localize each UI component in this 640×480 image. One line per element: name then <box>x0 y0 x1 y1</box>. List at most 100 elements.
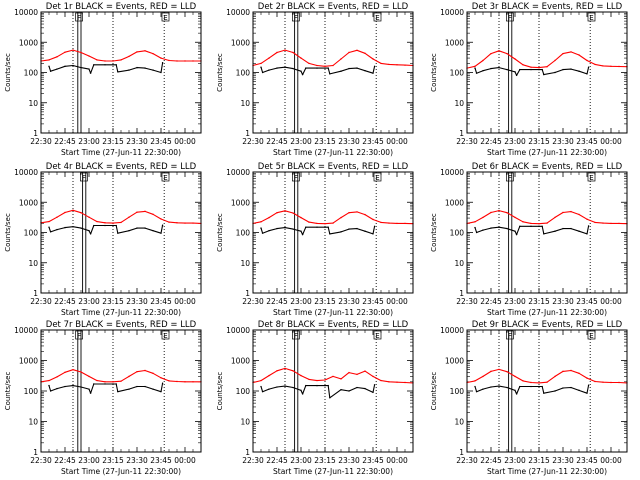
series-events-point <box>541 68 543 71</box>
y-axis-label: Counts/sec <box>430 213 438 252</box>
series-events-point <box>300 389 302 392</box>
series-events-point <box>276 386 278 388</box>
series-lld-point <box>152 52 154 55</box>
series-lld-point <box>348 371 350 374</box>
y-tick-label: 100 <box>24 387 39 396</box>
series-events-point <box>49 390 52 392</box>
x-tick-label: 00:00 <box>386 137 408 146</box>
x-tick-label: 22:30 <box>242 297 264 306</box>
flag-e-box <box>161 172 170 182</box>
series-lld-point <box>144 50 146 52</box>
flag-f-label: F <box>508 332 512 340</box>
series-lld-point <box>474 221 476 223</box>
y-tick-label: 10 <box>28 259 38 268</box>
y-tick-label: 100 <box>236 69 251 78</box>
series-events-point <box>530 225 532 228</box>
series-events-point <box>72 226 74 228</box>
series-lld-point <box>176 222 178 224</box>
y-tick-label: 1000 <box>19 38 38 47</box>
series-lld-point <box>372 218 374 221</box>
plot-frame <box>40 329 202 453</box>
series-events-point <box>578 70 580 72</box>
x-axis-label: Start Time (27-Jun-11 22:30:00) <box>61 308 181 317</box>
series-lld-point <box>482 216 484 219</box>
series-lld-point <box>578 372 580 375</box>
series-lld-point <box>396 381 398 383</box>
series-lld-point <box>514 375 516 378</box>
series-lld-point <box>538 223 540 225</box>
series-events-point <box>112 383 114 385</box>
series-events-point <box>88 229 90 232</box>
series-events-point <box>276 67 278 69</box>
series-events-point <box>372 72 374 74</box>
x-tick-label: 00:00 <box>600 297 622 306</box>
series-events-point <box>305 384 307 387</box>
series-lld-point <box>128 375 130 378</box>
y-tick-label: 1000 <box>445 357 464 366</box>
series-events-point <box>161 224 164 226</box>
x-tick-label: 22:45 <box>54 456 76 465</box>
series-lld-point <box>594 63 596 66</box>
series-events-point <box>56 68 58 70</box>
series-events-point <box>117 390 119 393</box>
y-tick-label: 1000 <box>231 38 250 47</box>
y-tick-label: 10 <box>240 99 250 108</box>
series-lld-point <box>562 211 564 214</box>
series-lld-point <box>144 210 146 213</box>
panel-title: Det 3r BLACK = Events, RED = LLD <box>472 2 623 12</box>
series-events-point <box>586 233 588 235</box>
series-events-point <box>373 225 376 228</box>
x-tick-label: 23:30 <box>552 456 574 465</box>
series-lld-point <box>316 222 318 225</box>
y-tick-label: 10 <box>240 259 250 268</box>
y-tick-label: 1000 <box>19 357 38 366</box>
series-events-point <box>93 64 95 66</box>
series-lld-point <box>562 52 564 55</box>
series-events-point <box>340 389 342 391</box>
series-lld-point <box>56 56 58 58</box>
flag-e-box <box>373 12 382 22</box>
series-events-point <box>340 70 342 72</box>
y-axis-label: Counts/sec <box>4 372 12 411</box>
series-lld-point <box>104 60 106 62</box>
x-tick-label: 23:30 <box>126 297 148 306</box>
series-lld-point <box>72 368 74 371</box>
series-events-point <box>515 74 518 77</box>
series-lld-point <box>554 59 556 62</box>
flag-e-label: E <box>375 332 379 340</box>
x-tick-label: 23:15 <box>314 137 336 146</box>
series-events-point <box>372 391 374 394</box>
series-lld-point <box>284 49 286 51</box>
series-events-point <box>515 233 518 236</box>
series-events-point <box>64 385 66 388</box>
series-lld-point <box>570 210 572 213</box>
series-events-line <box>260 226 376 236</box>
panel-7: Det 7r BLACK = Events, RED = LLD Counts/s… <box>4 320 202 476</box>
series-events-point <box>475 231 478 234</box>
series-lld-point <box>96 220 98 223</box>
x-tick-label: 00:00 <box>386 456 408 465</box>
x-tick-label: 23:00 <box>290 456 312 465</box>
series-events-point <box>329 397 331 399</box>
series-lld-point <box>396 64 398 66</box>
series-events-point <box>56 387 58 390</box>
x-tick-label: 23:30 <box>552 297 574 306</box>
series-lld-point <box>168 221 170 223</box>
series-events-point <box>506 68 508 71</box>
series-lld-point <box>610 65 612 68</box>
series-events-point <box>72 64 74 67</box>
series-events-point <box>56 228 58 231</box>
series-events-point <box>104 224 106 227</box>
series-lld-point <box>332 222 334 224</box>
series-events-point <box>88 388 90 390</box>
series-lld-point <box>152 372 154 375</box>
series-events-point <box>64 226 66 229</box>
series-events-point <box>482 229 484 231</box>
series-lld-point <box>602 222 604 224</box>
series-events-point <box>301 393 304 395</box>
series-events-point <box>128 69 130 71</box>
plot-frame <box>252 171 414 294</box>
series-events-point <box>136 66 138 69</box>
plot-frame <box>252 11 414 134</box>
series-lld-point <box>192 381 194 383</box>
